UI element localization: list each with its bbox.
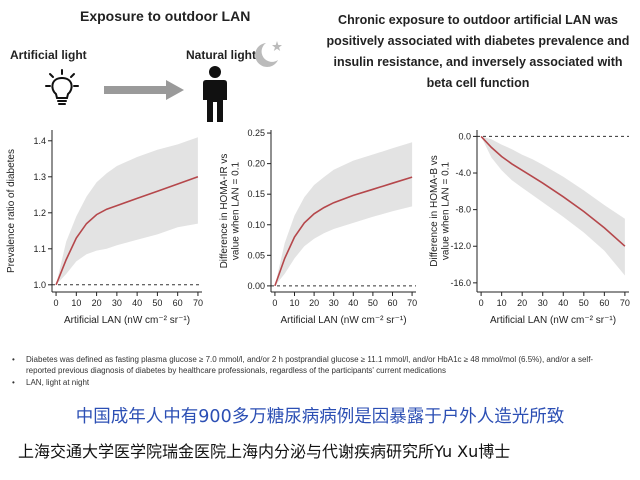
x-tick-label: 60 (387, 298, 397, 308)
y-tick-label: 0.20 (247, 159, 265, 169)
x-tick-label: 60 (599, 298, 609, 308)
conclusion-text: Chronic exposure to outdoor artificial L… (326, 13, 630, 90)
light-bulb-icon (45, 69, 79, 105)
chart-homa-ir: 0 10 20 30 40 50 60 70 0.00 0.05 0.10 0.15 0.20 0.25 A… (219, 128, 417, 326)
y-tick-label: -12.0 (450, 241, 471, 251)
y-axis-label: Prevalence ratio of diabetes (6, 149, 17, 273)
exposure-title: Exposure to outdoor LAN (80, 8, 251, 24)
caption-black: 上海交通大学医学院瑞金医院上海内分泌与代谢疾病研究所Yu Xu博士 (18, 442, 511, 461)
y-tick-label: 1.3 (33, 172, 46, 182)
x-tick-label: 0 (272, 298, 277, 308)
y-tick-label: -8.0 (455, 205, 471, 215)
artificial-light-label: Artificial light (10, 48, 87, 62)
moon-icon (255, 41, 282, 67)
x-tick-label: 20 (92, 298, 102, 308)
star-icon (272, 41, 282, 51)
y-tick-label: 1.0 (33, 280, 46, 290)
x-tick-label: 20 (517, 298, 527, 308)
x-axis-label: Artificial LAN (nW cm⁻² sr⁻¹) (64, 315, 190, 326)
y-axis-label: Difference in HOMA-B vsvalue when LAN = … (429, 155, 452, 267)
x-tick-label: 0 (54, 298, 59, 308)
caption-blue: 中国成年人中有900多万糖尿病病例是因暴露于户外人造光所致 (75, 407, 565, 427)
chart-homa-b: 0 10 20 30 40 50 60 70 0.0 -4.0 -8.0 -12.0 -16.0 Arti… (429, 130, 630, 326)
axes (270, 130, 416, 293)
estimate-curve (55, 176, 199, 286)
x-tick-label: 10 (290, 298, 300, 308)
y-tick-label: 0.0 (458, 131, 471, 141)
estimate-curve (480, 135, 626, 247)
y-tick-label: 0.10 (247, 220, 265, 230)
footnote-lan: • LAN, light at night (12, 378, 90, 387)
y-tick-label: 0.05 (247, 250, 265, 260)
natural-light-label: Natural light (186, 48, 257, 62)
estimate-curve (274, 176, 413, 287)
x-tick-label: 30 (329, 298, 339, 308)
confidence-band (274, 142, 413, 286)
x-tick-label: 50 (368, 298, 378, 308)
y-tick-label: -4.0 (455, 168, 471, 178)
x-tick-label: 40 (132, 298, 142, 308)
confidence-band (481, 136, 625, 276)
y-tick-label: 1.1 (33, 244, 46, 254)
y-tick-label: 0.00 (247, 281, 265, 291)
x-tick-label: 70 (620, 298, 630, 308)
y-tick-label: 1.2 (33, 208, 46, 218)
axes (51, 130, 202, 293)
y-tick-label: 0.25 (247, 128, 265, 138)
person-icon (203, 66, 227, 122)
confidence-band (56, 137, 198, 285)
x-tick-label: 10 (497, 298, 507, 308)
x-tick-label: 50 (579, 298, 589, 308)
x-tick-label: 40 (558, 298, 568, 308)
x-tick-label: 0 (479, 298, 484, 308)
x-axis-label: Artificial LAN (nW cm⁻² sr⁻¹) (280, 315, 406, 326)
chart-diabetes-prevalence: 0 10 20 30 40 50 60 70 1.0 1.1 1.2 1.3 1.4 Artificial… (6, 130, 203, 326)
x-tick-label: 20 (309, 298, 319, 308)
axes (476, 130, 629, 293)
x-tick-label: 70 (193, 298, 203, 308)
y-tick-label: -16.0 (450, 278, 471, 288)
x-tick-label: 60 (173, 298, 183, 308)
x-tick-label: 40 (348, 298, 358, 308)
arrow-right-icon (104, 80, 184, 100)
x-tick-label: 30 (112, 298, 122, 308)
x-tick-label: 50 (152, 298, 162, 308)
x-axis-label: Artificial LAN (nW cm⁻² sr⁻¹) (490, 315, 616, 326)
x-tick-label: 10 (71, 298, 81, 308)
y-tick-label: 1.4 (33, 136, 46, 146)
x-tick-label: 70 (407, 298, 417, 308)
x-tick-label: 30 (538, 298, 548, 308)
y-tick-label: 0.15 (247, 189, 265, 199)
footnote-diabetes-definition: • Diabetes was defined as fasting plasma… (12, 355, 594, 375)
y-axis-label: Difference in HOMA-IR vsvalue when LAN =… (219, 154, 242, 269)
